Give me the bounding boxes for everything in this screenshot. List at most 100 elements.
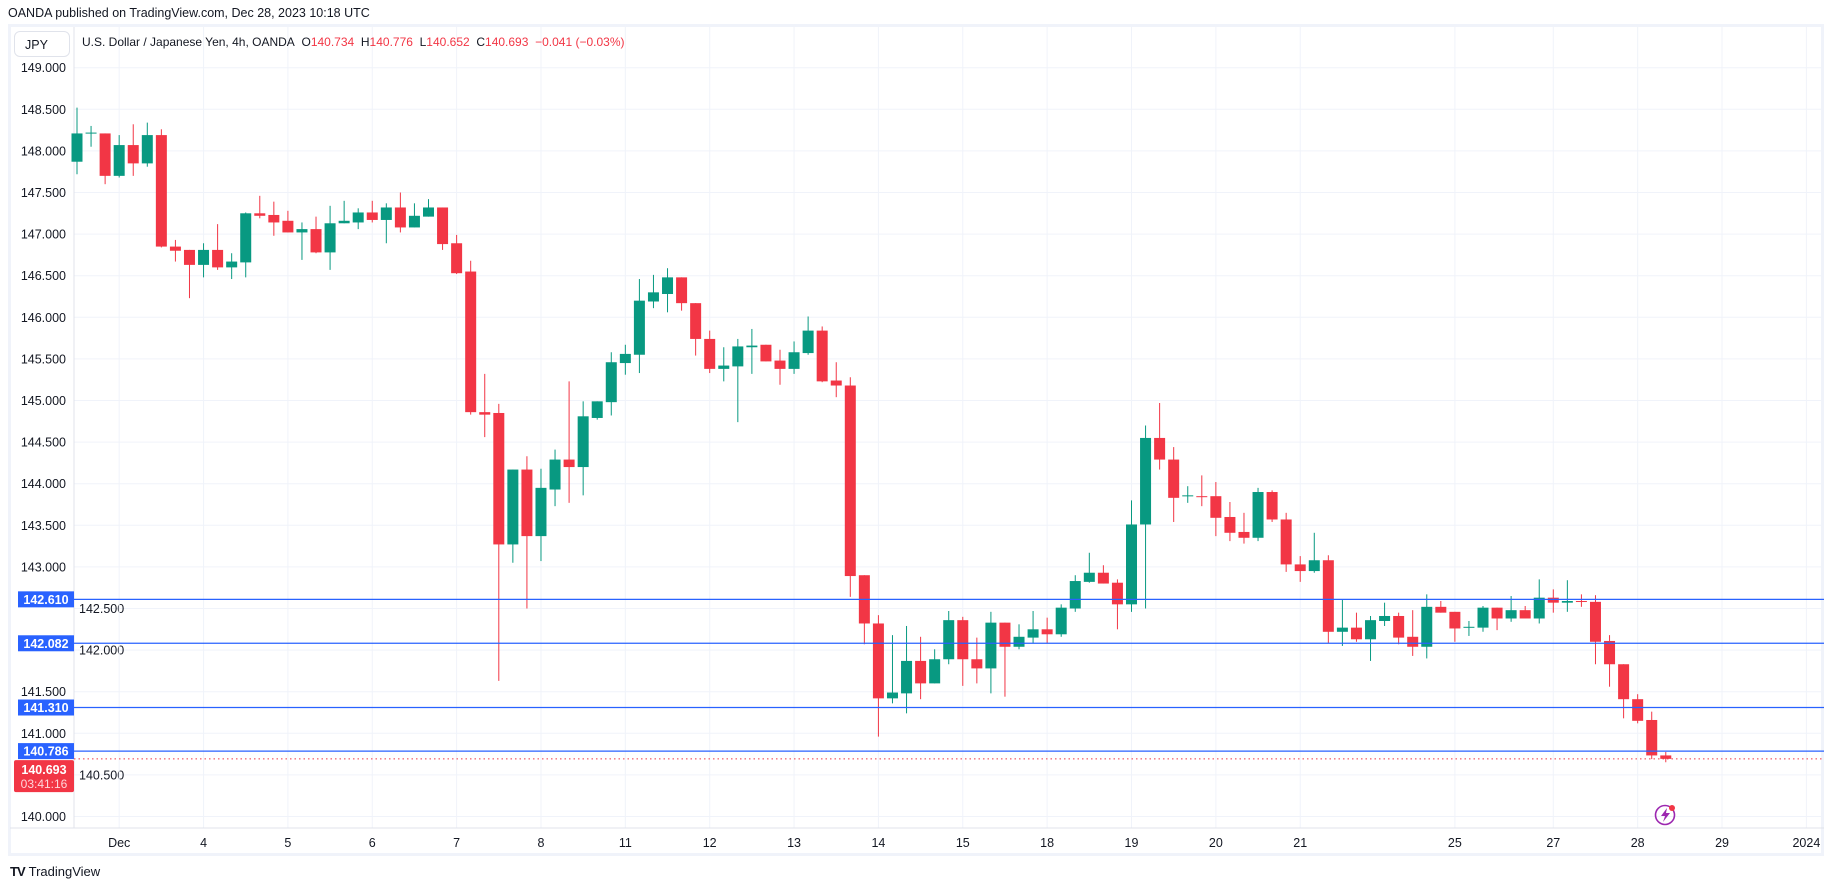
time-tick-label: 11 <box>619 836 632 850</box>
candle-body <box>113 145 125 176</box>
bar-countdown-label: 03:41:16 <box>21 777 68 791</box>
candle-body <box>324 223 336 253</box>
candle-body <box>240 213 252 263</box>
candle-down <box>169 239 181 262</box>
price-tick-label: 142.500 <box>79 602 124 616</box>
candle-body <box>198 249 210 265</box>
candle-down <box>563 381 575 503</box>
candle-body <box>1111 582 1123 605</box>
candle-up <box>1561 580 1573 612</box>
time-tick-label: Dec <box>108 836 130 850</box>
time-tick-label: 28 <box>1631 836 1645 850</box>
candle-up <box>408 203 420 228</box>
tradingview-logo-icon: TV <box>10 864 26 879</box>
candle-body <box>1097 572 1109 584</box>
candle-body <box>423 207 434 217</box>
candle-up <box>226 253 238 280</box>
candle-body <box>1547 597 1559 603</box>
legend-change: −0.041 (−0.03%) <box>535 35 625 49</box>
candle-body <box>394 207 406 228</box>
time-tick-label: 12 <box>703 836 717 850</box>
candle-body <box>1238 531 1250 538</box>
candle-body <box>915 660 927 684</box>
price-tick-label: 147.500 <box>21 186 66 200</box>
level-price-tag <box>18 699 74 716</box>
candle-up <box>535 468 547 562</box>
candle-body <box>535 487 547 537</box>
candle-up <box>746 328 758 374</box>
publish-info: OANDA published on TradingView.com, Dec … <box>8 6 370 20</box>
price-tick-label: 140.000 <box>21 810 66 824</box>
candle-up <box>1027 610 1039 644</box>
time-tick-label: 2024 <box>1792 836 1820 850</box>
price-tick-label: 141.000 <box>21 727 66 741</box>
candle-body <box>169 246 181 251</box>
legend-high-label: H <box>360 35 370 49</box>
candle-body <box>380 207 392 220</box>
candle-body <box>788 352 800 369</box>
candle-up <box>1083 552 1095 583</box>
last-price-tag <box>14 760 74 793</box>
time-tick-label: 18 <box>1040 836 1054 850</box>
time-tick-label: 27 <box>1546 836 1560 850</box>
candle-up <box>1252 487 1264 542</box>
candle-body <box>633 300 645 355</box>
candle-body <box>465 271 477 413</box>
candle-up <box>1140 425 1152 609</box>
candle-down <box>366 200 378 223</box>
candle-body <box>662 277 674 295</box>
candle-down <box>704 330 716 374</box>
candle-body <box>366 212 378 220</box>
legend-title: U.S. Dollar / Japanese Yen, 4h, OANDA <box>82 35 295 49</box>
candle-body <box>1435 606 1447 613</box>
candle-body <box>943 620 955 660</box>
candle-up <box>605 352 617 416</box>
legend-open: 140.734 <box>310 35 355 49</box>
candle-down <box>1041 617 1053 644</box>
candle-down <box>1350 612 1362 642</box>
symbol-button[interactable]: JPY <box>14 31 70 57</box>
candle-up <box>802 316 814 355</box>
candle-body <box>99 133 111 176</box>
candle-body <box>971 659 983 669</box>
candle-body <box>591 401 603 418</box>
legend-close: 140.693 <box>485 35 529 49</box>
candle-body <box>1210 496 1222 518</box>
candle-body <box>1449 611 1461 629</box>
candle-up <box>1463 620 1475 636</box>
lightning-icon-ring <box>1654 804 1676 826</box>
candle-up <box>338 200 350 224</box>
candle-body <box>1266 492 1278 520</box>
candle-body <box>1294 564 1306 572</box>
candle-body <box>985 622 997 669</box>
candle-down <box>254 195 266 219</box>
time-tick-label: 19 <box>1125 836 1139 850</box>
candle-body <box>282 220 294 233</box>
candle-down <box>465 260 477 415</box>
candle-up <box>662 268 674 313</box>
candle-down <box>521 456 533 609</box>
candle-up <box>1379 602 1391 626</box>
candle-body <box>254 213 266 216</box>
price-tick-label: 149.000 <box>21 61 66 75</box>
candle-body <box>1575 601 1587 603</box>
candle-up <box>619 344 631 375</box>
legend-close-label: C <box>476 35 486 49</box>
candle-body <box>1477 607 1489 628</box>
lightning-icon[interactable] <box>1654 804 1676 826</box>
candle-body <box>71 133 83 162</box>
price-tick-label: 144.000 <box>21 477 66 491</box>
candle-body <box>1182 495 1194 497</box>
candle-up <box>352 208 364 230</box>
candle-body <box>760 344 772 362</box>
candle-body <box>619 353 631 364</box>
candle-down <box>957 616 969 686</box>
candle-up <box>380 203 392 244</box>
candle-down <box>1238 512 1250 544</box>
candle-down <box>268 201 280 236</box>
price-tick-label: 140.500 <box>79 768 124 782</box>
candle-down <box>1519 606 1531 619</box>
candle-up <box>423 199 434 217</box>
time-tick-label: 13 <box>787 836 801 850</box>
